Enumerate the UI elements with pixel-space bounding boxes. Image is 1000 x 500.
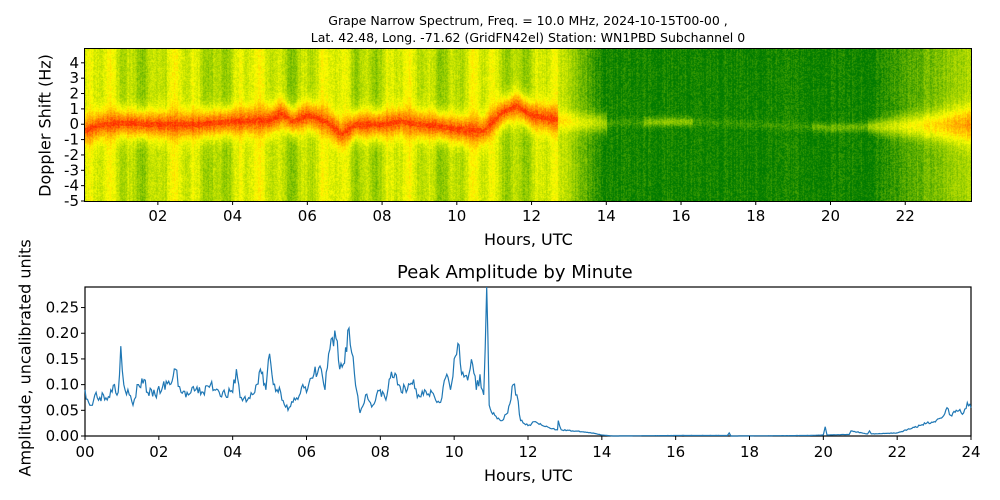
spectrum-x-tick-label: 14: [597, 207, 616, 225]
amplitude-y-tick-label: 0.10: [46, 376, 79, 394]
spectrum-x-tick-label: 22: [896, 207, 915, 225]
amplitude-x-tick-label: 14: [592, 443, 611, 461]
spectrum-title-line1: Grape Narrow Spectrum, Freq. = 10.0 MHz,…: [328, 13, 728, 28]
amplitude-x-tick-label: 16: [666, 443, 685, 461]
amplitude-x-tick-label: 24: [961, 443, 980, 461]
spectrum-x-tick-label: 08: [373, 207, 392, 225]
spectrum-x-tick-label: 06: [298, 207, 317, 225]
spectrum-x-tick-label: 20: [821, 207, 840, 225]
amplitude-x-tick-label: 02: [149, 443, 168, 461]
amplitude-x-tick-label: 18: [740, 443, 759, 461]
spectrum-x-tick-label: 18: [746, 207, 765, 225]
spectrum-x-tick-label: 12: [522, 207, 541, 225]
amplitude-x-tick-label: 20: [814, 443, 833, 461]
amplitude-x-tick-label: 06: [297, 443, 316, 461]
amplitude-x-tick-label: 10: [445, 443, 464, 461]
spectrum-y-tick-label: -2: [64, 146, 79, 164]
amplitude-y-tick-label: 0.20: [46, 324, 79, 342]
spectrum-y-tick-label: 3: [69, 69, 79, 87]
spectrum-y-tick-label: 1: [69, 100, 79, 118]
spectrum-x-tick-label: 10: [447, 207, 466, 225]
doppler-spectrogram: [85, 49, 971, 201]
spectrum-x-tick-label: 02: [148, 207, 167, 225]
amplitude-x-tick-label: 12: [518, 443, 537, 461]
amplitude-title: Peak Amplitude by Minute: [397, 262, 633, 283]
amplitude-y-tick-label: 0.05: [46, 401, 79, 419]
amplitude-series-line: [84, 286, 972, 437]
spectrogram-frame: [84, 48, 972, 202]
amplitude-x-tick-label: 08: [371, 443, 390, 461]
amplitude-y-tick-label: 0.00: [46, 427, 79, 445]
spectrum-y-tick-label: -1: [64, 131, 79, 149]
amplitude-plot-frame: [84, 286, 972, 437]
spectrum-y-tick-label: 2: [69, 85, 79, 103]
amplitude-x-tick-label: 22: [888, 443, 907, 461]
spectrum-x-tick-label: 04: [223, 207, 242, 225]
amplitude-xlabel: Hours, UTC: [484, 466, 573, 485]
spectrum-y-tick-label: -3: [64, 161, 79, 179]
amplitude-x-tick-label: 04: [223, 443, 242, 461]
spectrum-xlabel: Hours, UTC: [484, 230, 573, 249]
amplitude-y-tick-label: 0.15: [46, 350, 79, 368]
spectrum-y-tick-label: -5: [64, 192, 79, 210]
spectrum-title-line2: Lat. 42.48, Long. -71.62 (GridFN42el) St…: [310, 30, 746, 45]
amplitude-y-tick-label: 0.25: [46, 299, 79, 317]
amplitude-x-tick-label: 00: [75, 443, 94, 461]
spectrum-y-tick-label: 4: [69, 54, 79, 72]
spectrum-y-tick-label: -4: [64, 177, 79, 195]
spectrum-x-tick-label: 16: [671, 207, 690, 225]
spectrum-y-tick-label: 0: [69, 115, 79, 133]
